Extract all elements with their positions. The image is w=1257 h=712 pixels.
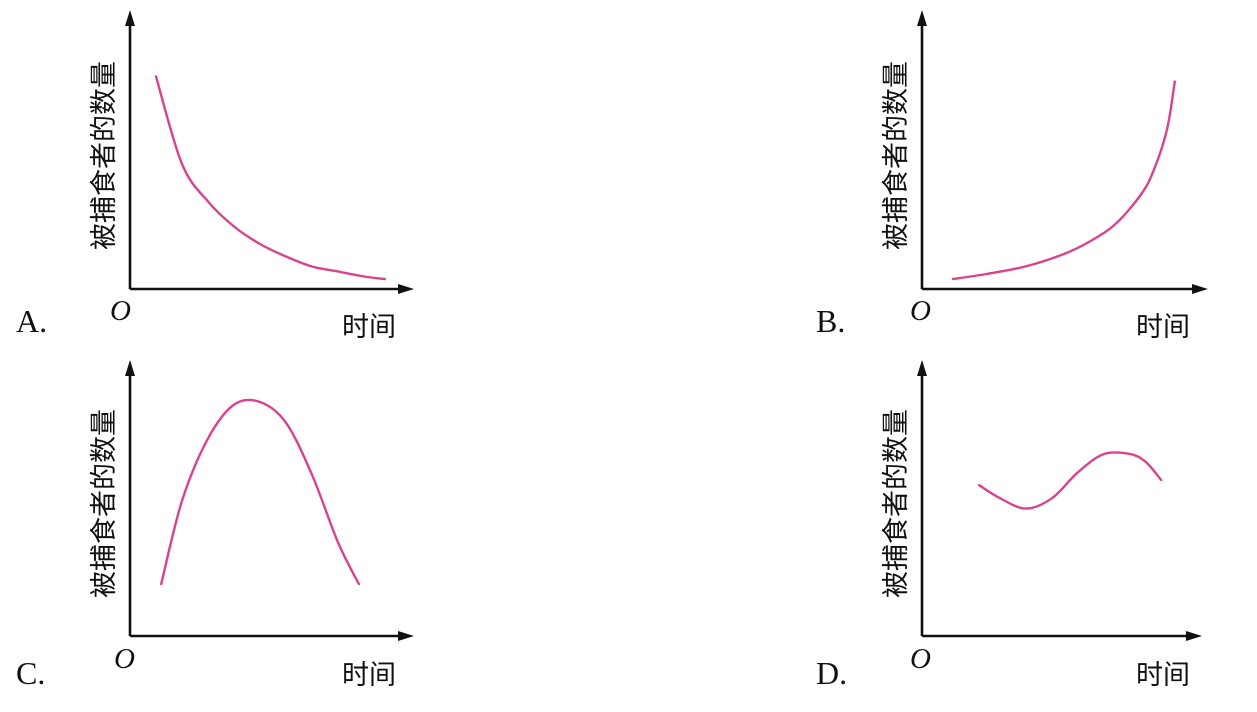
panel-c-y-arrow [125, 360, 135, 376]
panel-c-x-label: 时间 [342, 660, 396, 691]
panel-d-origin: O [910, 643, 931, 675]
panel-d-x-arrow [1186, 631, 1202, 641]
panel-a-y-label: 被捕食者的数量 [89, 61, 120, 250]
panel-b-x-label: 时间 [1136, 312, 1190, 343]
panel-a-y-arrow [125, 10, 135, 26]
panel-b-y-arrow [917, 10, 927, 26]
panel-c-x-arrow [398, 631, 414, 641]
panel-b-y-label: 被捕食者的数量 [881, 61, 912, 250]
panel-c-series-line [160, 398, 360, 586]
panel-d-letter: D. [816, 655, 847, 691]
panel-a-x-arrow [398, 284, 414, 294]
panel-d: D. O 时间 被捕食者的数量 [816, 360, 1202, 691]
panel-d-y-arrow [917, 360, 927, 376]
panel-d-series-line [978, 451, 1163, 510]
panel-c-origin: O [114, 643, 135, 675]
panel-a-series-line [154, 75, 386, 281]
panel-b: B. O 时间 被捕食者的数量 [816, 10, 1208, 343]
panel-b-series-line [951, 80, 1176, 281]
panel-b-x-arrow [1192, 284, 1208, 294]
panel-a-origin: O [110, 295, 131, 327]
panel-c-letter: C. [16, 655, 45, 691]
panel-b-letter: B. [816, 303, 845, 339]
panel-b-origin: O [910, 295, 931, 327]
panel-a-x-label: 时间 [342, 312, 396, 343]
panel-d-x-label: 时间 [1136, 660, 1190, 691]
panel-d-y-label: 被捕食者的数量 [881, 409, 912, 598]
panel-a: A. O 时间 被捕食者的数量 [16, 10, 414, 343]
panel-c-y-label: 被捕食者的数量 [89, 409, 120, 598]
panel-a-letter: A. [16, 303, 47, 339]
panel-c: C. O 时间 被捕食者的数量 [16, 360, 414, 691]
